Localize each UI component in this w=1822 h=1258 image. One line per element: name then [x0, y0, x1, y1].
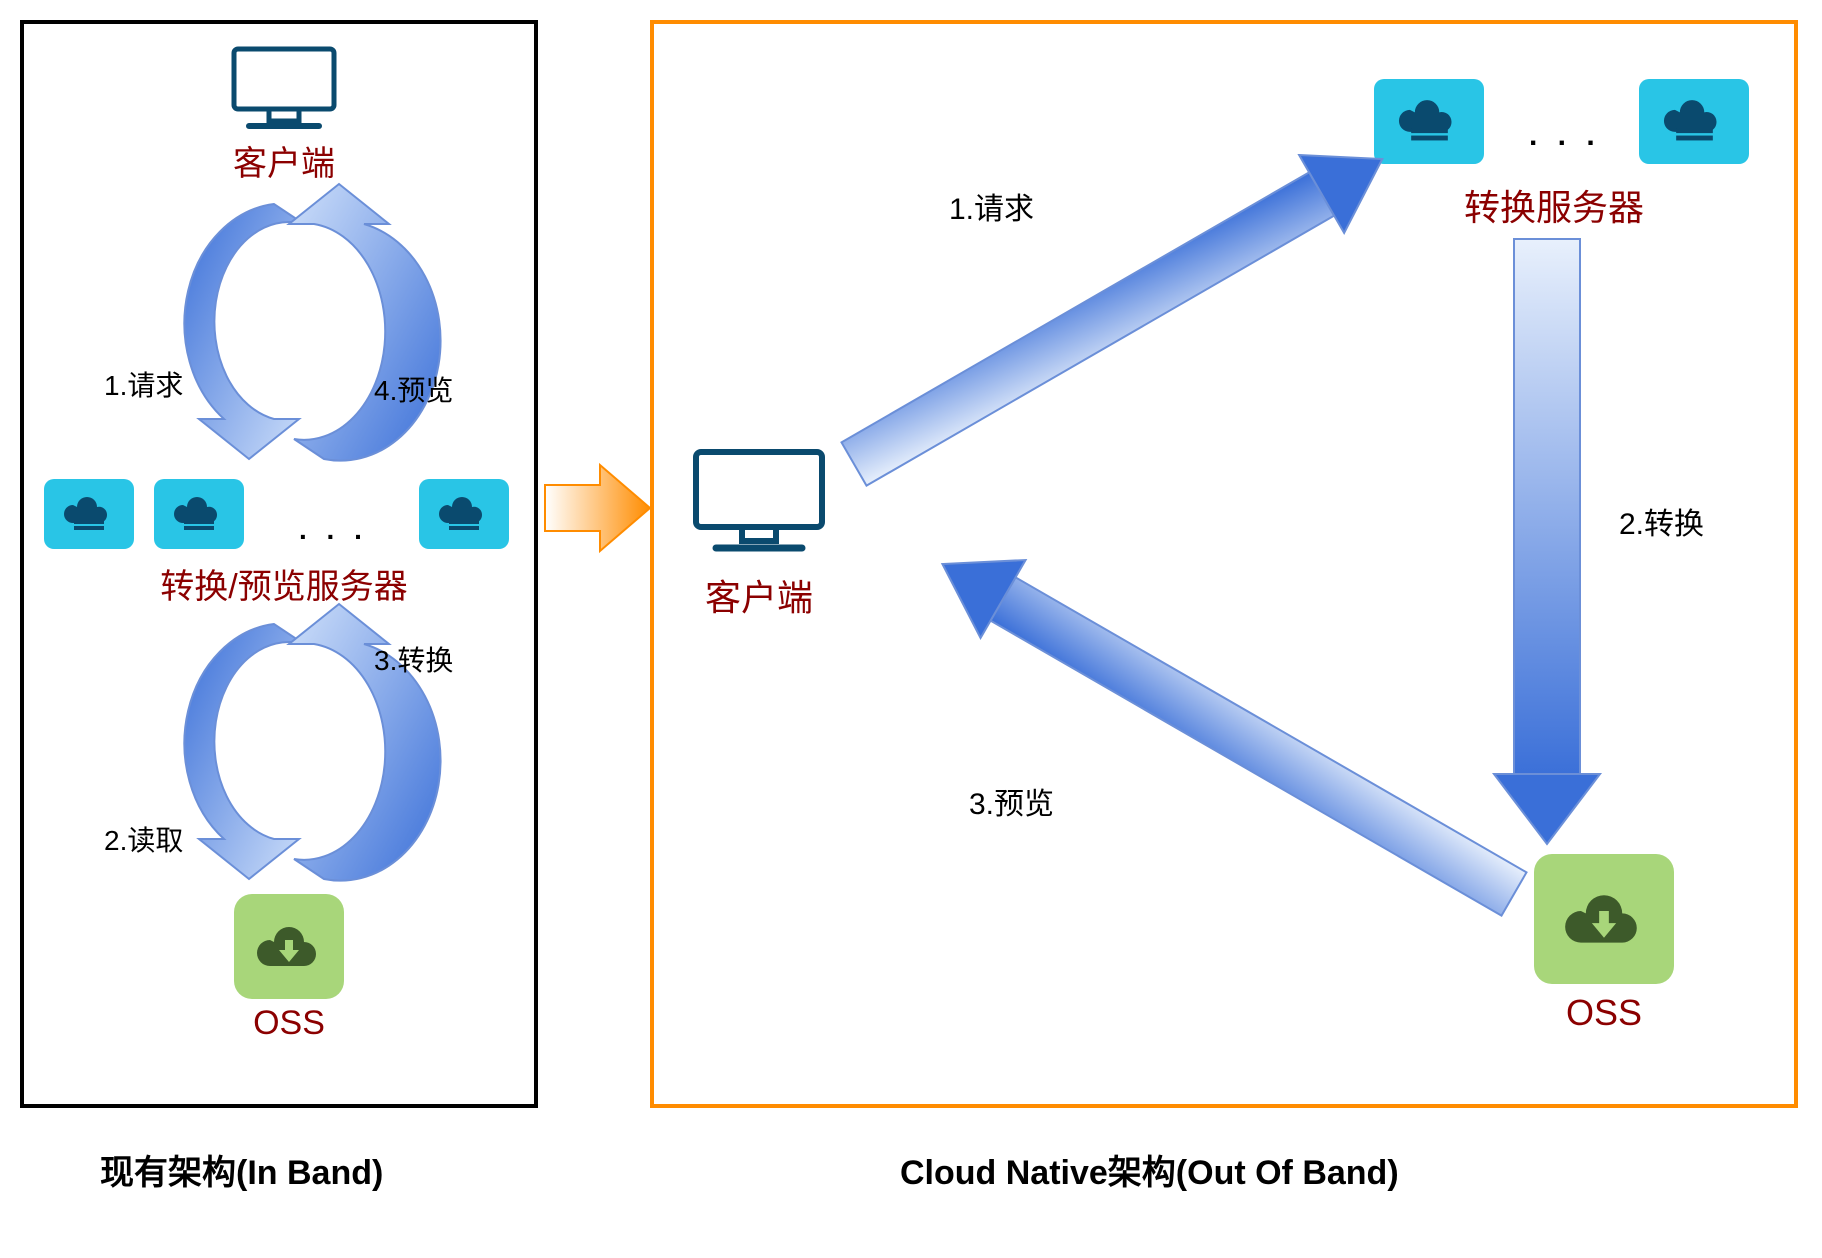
- client-label: 客户端: [684, 569, 834, 621]
- oss-icon: [1534, 854, 1674, 984]
- cloud-server-icon: [154, 479, 244, 549]
- architecture-diagram: 客户端 1.请求 4.预览: [20, 20, 1802, 1238]
- edge-label-1: 1.请求: [104, 364, 183, 404]
- cloud-server-icon: [419, 479, 509, 549]
- edge-label-2: 2.读取: [104, 819, 183, 859]
- edge-label-4: 4.预览: [374, 369, 453, 409]
- ellipsis: . . .: [1529, 119, 1601, 153]
- ellipsis: . . .: [299, 514, 368, 546]
- panel-right-title: Cloud Native架构(Out Of Band): [900, 1145, 1399, 1194]
- monitor-icon: [684, 444, 834, 559]
- cloud-server-icon: [1639, 79, 1749, 164]
- edge-label-r1: 1.请求: [949, 184, 1034, 228]
- panel-in-band: 客户端 1.请求 4.预览: [20, 20, 538, 1108]
- edge-label-r2: 2.转换: [1619, 499, 1704, 543]
- server-label: 转换服务器: [1424, 179, 1684, 231]
- oss-icon: [234, 894, 344, 999]
- edge-label-3: 3.转换: [374, 639, 453, 679]
- panel-out-of-band: 客户端 . . . 转换服务器 OSS: [650, 20, 1798, 1108]
- transition-arrow: [540, 450, 660, 570]
- panel-left-title: 现有架构(In Band): [100, 1145, 383, 1194]
- client-label: 客户端: [204, 136, 364, 185]
- server-label: 转换/预览服务器: [144, 559, 424, 608]
- monitor-icon: [224, 44, 344, 134]
- edge-label-r3: 3.预览: [969, 779, 1054, 823]
- oss-label: OSS: [1534, 992, 1674, 1034]
- oss-label: OSS: [234, 1004, 344, 1043]
- cloud-server-icon: [1374, 79, 1484, 164]
- cloud-server-icon: [44, 479, 134, 549]
